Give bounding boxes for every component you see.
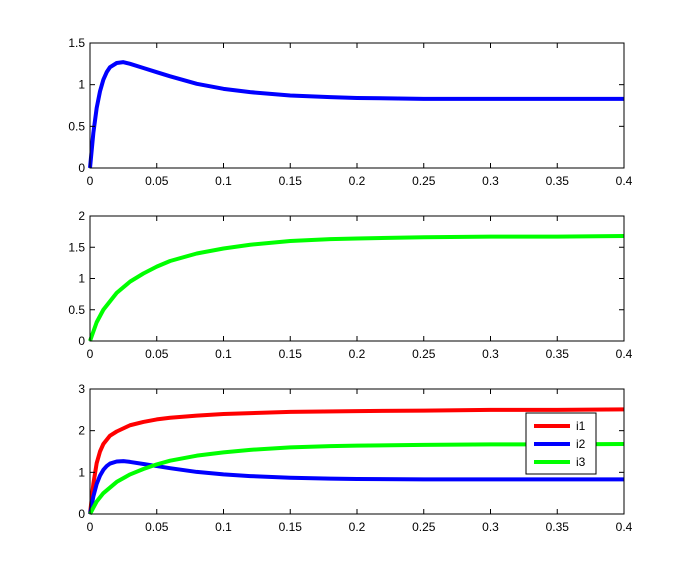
x-tick-label: 0.3 [482,347,499,361]
x-tick-label: 0.35 [546,174,570,188]
x-tick-label: 0.2 [349,520,366,534]
x-tick-label: 0.4 [616,520,633,534]
series-line-1 [88,60,624,169]
x-tick-label: 0.25 [412,174,436,188]
y-tick-label: 1.5 [68,36,85,50]
x-tick-label: 0.3 [482,174,499,188]
y-tick-label: 0 [78,161,85,175]
y-tick-label: 1.5 [68,240,85,254]
x-tick-label: 0 [87,347,94,361]
x-tick-label: 0.2 [349,174,366,188]
x-tick-label: 0.1 [215,520,232,534]
y-tick-label: 0.5 [68,119,85,133]
x-tick-label: 0.35 [546,520,570,534]
x-tick-label: 0.25 [412,520,436,534]
legend: i1 i2 i3 [525,412,597,475]
y-tick-label: 1 [78,78,85,92]
x-tick-label: 0.25 [412,347,436,361]
y-tick-label: 3 [78,382,85,396]
x-tick-label: 0.2 [349,347,366,361]
x-tick-label: 0.1 [215,347,232,361]
x-tick-label: 0 [87,520,94,534]
x-tick-label: 0.05 [145,347,169,361]
series-line-i3 [88,442,625,515]
x-tick-label: 0.4 [616,347,633,361]
x-tick-label: 0.15 [279,520,303,534]
legend-label-i3: i3 [576,455,586,469]
y-tick-label: 0 [78,507,85,521]
y-tick-label: 0.5 [68,303,85,317]
x-tick-label: 0.15 [279,174,303,188]
y-tick-label: 2 [78,209,85,223]
x-tick-label: 0.05 [145,520,169,534]
legend-label-i2: i2 [576,437,586,451]
x-tick-label: 0.3 [482,520,499,534]
series-line-i1 [88,407,625,515]
x-tick-label: 0.4 [616,174,633,188]
x-tick-label: 0 [87,174,94,188]
x-tick-label: 0.35 [546,347,570,361]
subplot-3: 0 0.05 0.1 0.15 0.2 0.25 0.3 0.35 0.4 0 1 2 3 i1 i2 i3 [78,382,632,534]
plot-area [90,43,624,168]
y-tick-label: 1 [78,272,85,286]
series-line-1 [88,234,625,342]
subplot-2: 0 0.05 0.1 0.15 0.2 0.25 0.3 0.35 0.4 0 0.5 1 1.5 2 [68,209,632,361]
y-tick-label: 1 [78,465,85,479]
x-tick-label: 0.1 [215,174,232,188]
x-tick-label: 0.05 [145,174,169,188]
y-tick-label: 0 [78,334,85,348]
subplot-1: 0 0.05 0.1 0.15 0.2 0.25 0.3 0.35 0.4 0 0.5 1 1.5 [68,36,632,188]
y-tick-label: 2 [78,424,85,438]
x-tick-label: 0.15 [279,347,303,361]
legend-label-i1: i1 [576,419,586,433]
